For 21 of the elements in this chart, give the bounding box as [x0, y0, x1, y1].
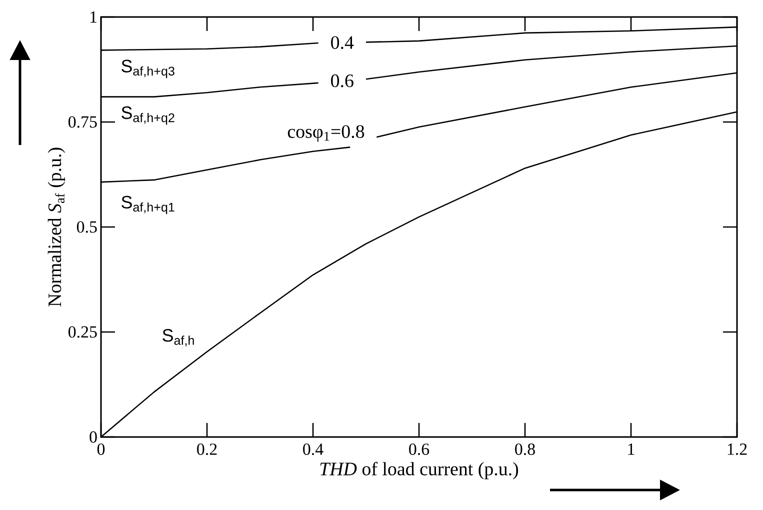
x-tick-label: 0: [97, 444, 105, 455]
y-axis-title: Normalized S$_{af}$ (p.u.): [48, 148, 65, 306]
x-tick-label: 1: [628, 444, 634, 455]
x-tick-label: 0.6: [409, 444, 430, 456]
y-tick-label: 0.5: [76, 221, 97, 233]
x-axis-title: THD of load current (p.u.): [320, 462, 518, 480]
series-label: S$_{af,h+q1}$: [122, 196, 174, 214]
x-tick-label: 0.8: [515, 444, 535, 456]
x-tick-label: 1.2: [728, 444, 747, 455]
y-tick-label: 0.75: [68, 116, 97, 128]
series-label: S$_{af,h+q3}$: [122, 60, 174, 78]
annotation: cosφ$_{1}$=0.8: [288, 125, 364, 142]
x-tick-label: 0.2: [197, 444, 217, 456]
y-tick-label: 0.25: [68, 326, 97, 338]
y-tick-label: 1: [90, 11, 96, 23]
y-tick-label: 0: [90, 431, 97, 443]
series-label: S$_{af,h}$: [162, 329, 194, 346]
annotation: 0.4: [331, 36, 354, 50]
legend-label: S$_{af,h+q2}$: [122, 106, 174, 125]
annotation: 0.6: [331, 74, 354, 88]
x-tick-label: 0.4: [303, 444, 324, 456]
